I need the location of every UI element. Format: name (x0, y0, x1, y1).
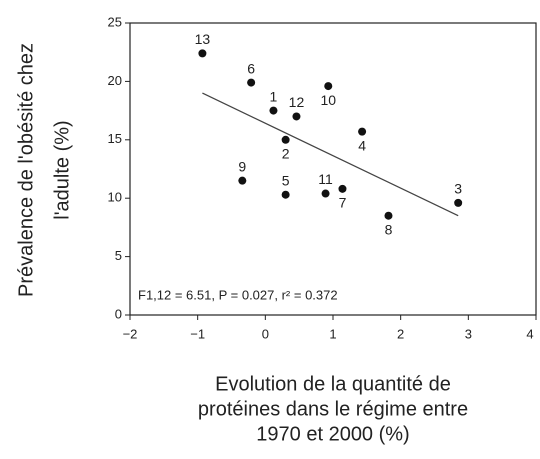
annotation: F1,12 = 6.51, P = 0.027, r² = 0.372 (138, 287, 338, 302)
point (281, 135, 290, 144)
point-label: 10 (320, 92, 336, 108)
point (269, 106, 278, 115)
point (358, 127, 367, 136)
y-tick-label: 10 (108, 190, 122, 205)
point (238, 176, 247, 185)
x-tick-label: −1 (190, 326, 205, 341)
point (281, 190, 290, 199)
x-axis-label: Evolution de la quantité de (215, 373, 451, 395)
regression-line (202, 92, 459, 217)
point-label: 2 (282, 146, 290, 162)
y-axis-label: Prévalence de l'obésité chez (15, 43, 37, 297)
y-axis-label: l'adulte (%) (51, 120, 73, 219)
point-label: 5 (282, 172, 290, 188)
x-axis-label: 1970 et 2000 (%) (256, 423, 409, 445)
point (321, 189, 330, 198)
point-label: 11 (318, 171, 333, 187)
plot-frame (129, 22, 537, 316)
x-tick-label: 0 (262, 326, 269, 341)
point (247, 78, 256, 87)
point-label: 12 (289, 94, 305, 110)
x-tick-label: 3 (465, 326, 472, 341)
x-axis-label: protéines dans le régime entre (198, 398, 468, 420)
y-tick-label: 5 (115, 248, 122, 263)
point-label: 9 (238, 158, 246, 174)
x-tick-label: −2 (123, 326, 138, 341)
point (454, 198, 463, 207)
point (384, 211, 393, 220)
point-label: 6 (247, 60, 255, 76)
x-tick-label: 1 (329, 326, 336, 341)
x-tick-label: 4 (526, 326, 533, 341)
y-axis-label-group: Prévalence de l'obésité chez l'adulte (%) (15, 43, 73, 297)
point (198, 49, 207, 58)
point-label: 4 (358, 137, 366, 153)
y-tick-label: 0 (115, 306, 122, 321)
point-label: 13 (195, 31, 211, 47)
y-tick-label: 20 (108, 73, 122, 88)
point (338, 184, 347, 193)
point-label: 8 (385, 221, 393, 237)
point (292, 112, 301, 121)
point (324, 82, 333, 91)
y-tick-label: 25 (108, 14, 122, 29)
point-label: 7 (339, 195, 347, 211)
x-tick-label: 2 (397, 326, 404, 341)
point-label: 1 (270, 88, 278, 104)
point-label: 3 (454, 181, 462, 197)
y-tick-label: 15 (108, 131, 122, 146)
